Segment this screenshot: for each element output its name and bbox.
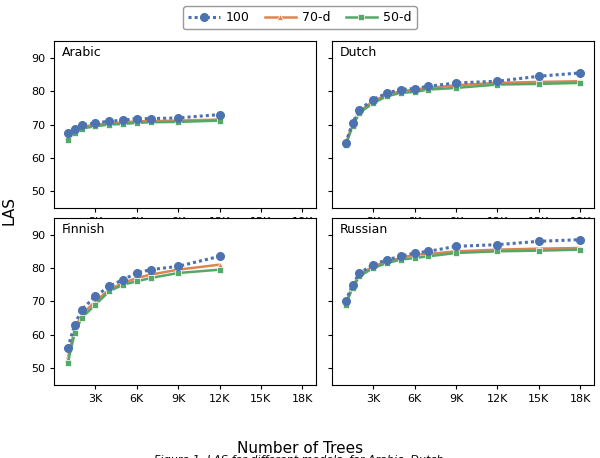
Legend: 100, 70-d, 50-d: 100, 70-d, 50-d [184,6,416,29]
Text: Dutch: Dutch [340,46,377,59]
Text: Russian: Russian [340,223,388,236]
Text: LAS: LAS [1,196,17,225]
Text: Arabic: Arabic [62,46,101,59]
Text: Figure 1: LAS for different models, for Arabic, Dutch,
Finnish and Russian.: Figure 1: LAS for different models, for … [154,455,446,458]
Text: Number of Trees: Number of Trees [237,442,363,456]
Text: Finnish: Finnish [62,223,105,236]
